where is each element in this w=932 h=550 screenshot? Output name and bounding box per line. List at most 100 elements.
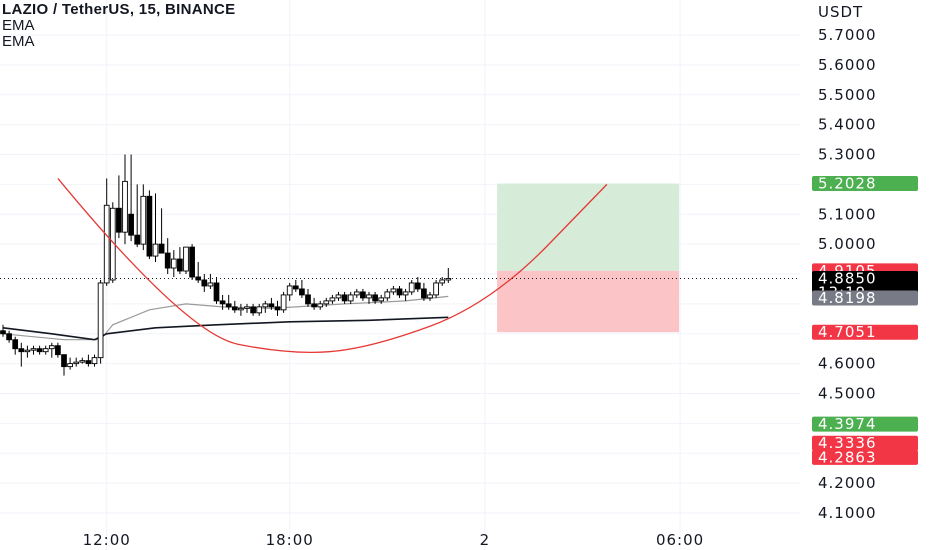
candle [6, 330, 12, 343]
price-tag: 4.7051 [812, 323, 918, 341]
candle [335, 291, 342, 301]
price-tag-bg [812, 435, 918, 451]
candle [128, 154, 134, 242]
candle-body [311, 303, 317, 308]
candle [177, 247, 183, 274]
candle-body [341, 294, 348, 302]
price-tag-label: 5.2028 [818, 175, 877, 193]
price-tag: 5.2028 [812, 175, 918, 193]
candle [347, 291, 354, 304]
candle [384, 288, 391, 301]
y-tick-label: 5.1000 [818, 205, 877, 223]
price-tag-label: 4.2863 [818, 448, 877, 466]
candle-body [323, 300, 330, 305]
candle-body [408, 282, 415, 293]
candle-body [36, 348, 43, 353]
candle-body [48, 345, 55, 350]
candle-body [390, 288, 397, 293]
candle [42, 345, 49, 355]
candle-body [103, 204, 110, 284]
candle-body [134, 234, 141, 245]
candle-body [317, 303, 324, 308]
ema-slow-line [2, 316, 449, 341]
candle-body [42, 348, 49, 353]
candle-body [238, 307, 244, 311]
price-tag: 4.3974 [812, 415, 918, 433]
candle [189, 244, 195, 280]
candle-body [128, 213, 134, 236]
candle-body [225, 303, 232, 308]
candle-body [299, 288, 305, 296]
candle [433, 279, 439, 298]
candle-body [353, 291, 360, 296]
candle-body [67, 363, 73, 368]
candle [219, 294, 226, 310]
candle [341, 291, 348, 304]
candle [55, 342, 61, 358]
candle-body [347, 294, 354, 302]
long-position-tool[interactable] [497, 183, 680, 333]
price-tag-bg [812, 416, 918, 432]
candle-body [140, 195, 147, 245]
candle-body [262, 303, 269, 308]
candle-body [244, 306, 250, 309]
candle [12, 336, 19, 355]
candle-body [177, 258, 183, 272]
curve-drawing[interactable] [57, 177, 608, 353]
candle-body [18, 348, 25, 353]
candle-body [250, 306, 256, 314]
candle-body [396, 288, 403, 296]
candle-body [268, 303, 275, 308]
candle-body [164, 252, 171, 269]
candle [207, 274, 214, 289]
candle [30, 345, 37, 355]
symbol-title[interactable]: LAZIO / TetherUS, 15, BINANCE [2, 1, 236, 18]
candle [0, 324, 6, 337]
y-tick-label: 5.5000 [818, 86, 877, 104]
candle-body [402, 291, 409, 296]
candle [48, 342, 55, 358]
candle-body [116, 207, 122, 233]
candle-body [427, 294, 433, 299]
candle [244, 303, 250, 313]
candle [274, 300, 281, 316]
candle [91, 354, 98, 367]
candle-body [305, 294, 311, 305]
candle-body [433, 282, 439, 296]
candle [256, 303, 263, 316]
x-tick-label: 18:00 [266, 531, 314, 549]
candle [286, 282, 293, 301]
candle-body [335, 294, 342, 299]
price-axis[interactable]: USDT 5.7000 5.6000 5.5000 5.4000 5.3000 5.1000… [818, 3, 877, 522]
candle [250, 303, 256, 316]
candle [225, 294, 232, 310]
candle [164, 238, 171, 274]
candle-body [122, 180, 128, 233]
price-tag-label: 4.7051 [818, 323, 877, 341]
candle [292, 279, 299, 292]
ema-lines [2, 295, 449, 341]
candle [231, 300, 238, 313]
candle [421, 282, 427, 301]
y-tick-label: 5.4000 [818, 116, 877, 134]
candle-body [73, 361, 80, 365]
candle-body [292, 285, 299, 290]
ema-legend-2[interactable]: EMA [2, 33, 35, 50]
candle-body [378, 297, 385, 302]
candle [158, 208, 165, 254]
ema-legend-1[interactable]: EMA [2, 17, 35, 34]
price-tag: 4.8198 [812, 289, 918, 307]
candle-body [183, 246, 189, 272]
candle-body [439, 279, 446, 284]
candle [18, 342, 25, 367]
candle [103, 178, 110, 286]
time-axis[interactable]: 12:00 18:00 2 06:00 [83, 531, 705, 549]
candle [280, 291, 287, 313]
candle [262, 300, 269, 313]
price-tag: 4.3336 [812, 434, 918, 452]
candle [116, 175, 122, 239]
y-tick-label: 5.0000 [818, 235, 877, 253]
candle-body [372, 294, 378, 302]
candle-body [79, 360, 86, 363]
